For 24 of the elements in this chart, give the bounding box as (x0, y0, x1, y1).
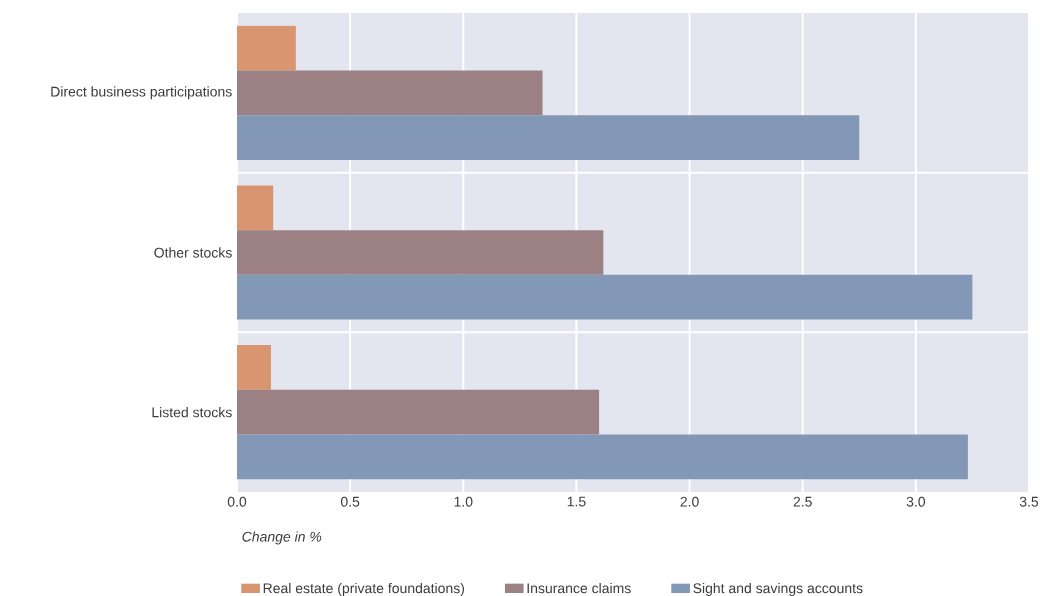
bar (237, 115, 860, 160)
legend-label: Sight and savings accounts (693, 582, 863, 596)
bar (237, 345, 271, 390)
x-tick-label: 2.5 (793, 496, 812, 507)
x-axis-title: Change in % (242, 531, 322, 545)
x-tick-label: 1.0 (454, 496, 473, 507)
x-tick-label: 3.5 (1019, 496, 1039, 507)
y-tick-label: Listed stocks (152, 407, 232, 418)
bar (237, 389, 600, 435)
bar (237, 185, 274, 231)
bar (237, 70, 543, 116)
legend-label: Real estate (private foundations) (263, 582, 465, 596)
x-tick-label: 2.0 (680, 496, 699, 507)
x-tick-label: 1.5 (567, 496, 586, 507)
bar (237, 274, 973, 320)
x-tick-label: 0.0 (227, 496, 247, 507)
legend-label: Insurance claims (527, 582, 631, 594)
y-tick-label: Direct business participations (51, 86, 232, 100)
bar (237, 230, 604, 275)
x-tick-label: 0.5 (340, 496, 360, 507)
bar (237, 25, 296, 71)
y-tick-label: Other stocks (154, 247, 232, 258)
x-tick-label: 3.0 (906, 496, 926, 507)
bar (237, 434, 968, 480)
